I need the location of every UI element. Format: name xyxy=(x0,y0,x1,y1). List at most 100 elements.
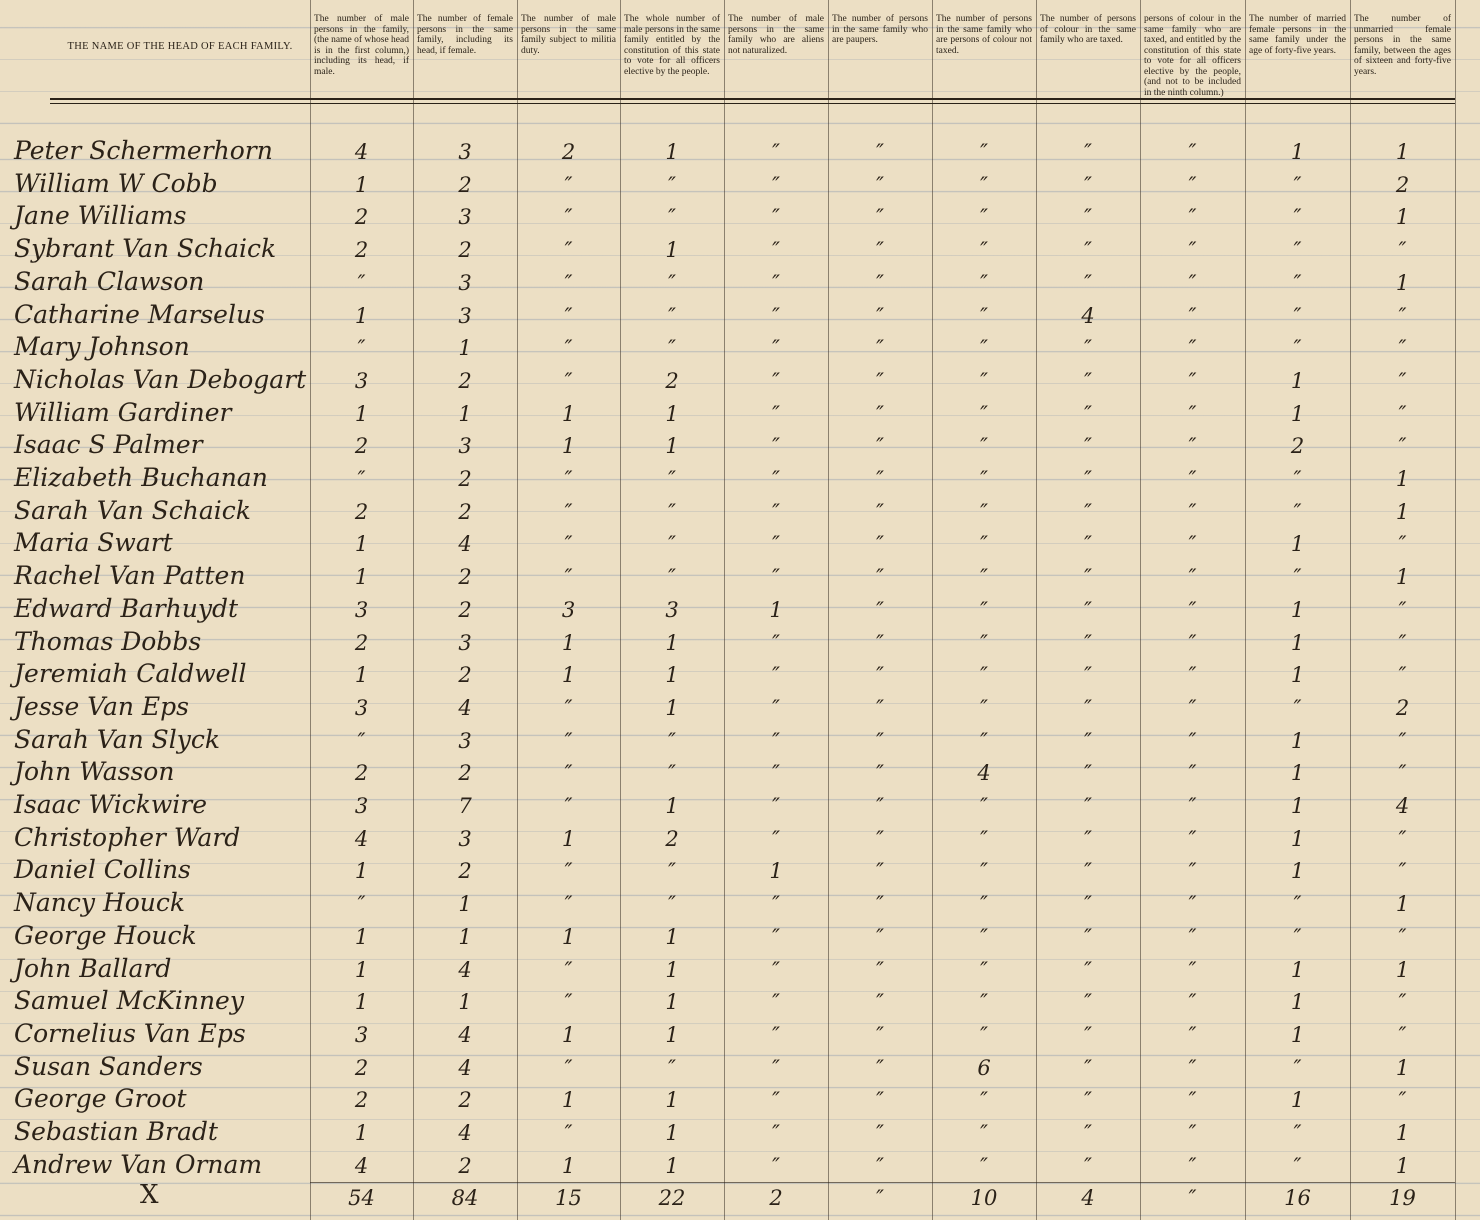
column-rule xyxy=(517,0,518,1220)
count-cell: ″ xyxy=(980,238,988,263)
count-cell: ″ xyxy=(876,303,884,328)
count-cell: 1 xyxy=(665,1121,679,1145)
count-cell: ″ xyxy=(1084,695,1092,720)
column-header: The number of male persons in the same f… xyxy=(521,14,616,56)
column-header: The number of persons in the same family… xyxy=(832,14,928,45)
count-cell: 1 xyxy=(1290,630,1305,655)
count-cell: ″ xyxy=(1293,924,1302,949)
count-cell: ″ xyxy=(876,1055,884,1080)
count-cell: ″ xyxy=(1084,826,1092,851)
column-header: The number of unmarried female persons i… xyxy=(1354,14,1451,77)
count-cell: ″ xyxy=(876,1121,884,1145)
count-cell: ″ xyxy=(1188,794,1197,818)
count-cell: ″ xyxy=(772,826,780,851)
count-cell: ″ xyxy=(876,597,884,622)
count-cell: ″ xyxy=(1084,401,1092,426)
count-cell: 4 xyxy=(977,761,991,786)
count-cell: ″ xyxy=(980,401,988,426)
count-cell: ″ xyxy=(876,434,884,459)
count-cell: ″ xyxy=(564,205,573,230)
count-cell: 3 xyxy=(354,794,369,818)
count-cell: ″ xyxy=(772,303,780,328)
count-cell: 2 xyxy=(458,565,472,590)
count-cell: 1 xyxy=(665,957,679,982)
count-cell: ″ xyxy=(564,172,573,197)
count-cell: ″ xyxy=(1084,172,1092,197)
count-cell: 2 xyxy=(354,205,369,230)
count-cell: 1 xyxy=(1395,205,1410,230)
count-cell: 1 xyxy=(458,924,472,949)
count-cell: ″ xyxy=(668,336,676,361)
count-cell: ″ xyxy=(564,565,573,590)
column-rule xyxy=(1245,0,1246,1220)
count-cell: 3 xyxy=(458,270,472,295)
count-cell: 3 xyxy=(354,1022,369,1047)
count-cell: ″ xyxy=(1188,597,1197,622)
count-cell: ″ xyxy=(1293,270,1302,295)
count-cell: ″ xyxy=(772,663,780,688)
count-cell: 2 xyxy=(354,434,369,459)
family-head-name: John Wasson xyxy=(14,757,175,787)
count-cell: 4 xyxy=(458,1055,472,1080)
count-cell: ″ xyxy=(980,140,988,164)
count-cell: ″ xyxy=(1084,336,1092,361)
family-head-name: Maria Swart xyxy=(14,528,173,558)
count-cell: ″ xyxy=(668,499,676,524)
count-cell: ″ xyxy=(668,532,676,557)
count-cell: 2 xyxy=(354,1088,369,1113)
count-cell: 2 xyxy=(458,597,472,622)
count-cell: ″ xyxy=(772,1088,780,1113)
count-cell: ″ xyxy=(357,892,366,917)
count-cell: ″ xyxy=(772,761,780,786)
count-cell: 1 xyxy=(354,1121,369,1145)
column-header: The number of female persons in the same… xyxy=(417,14,513,56)
count-cell: ″ xyxy=(980,172,988,197)
count-cell: 2 xyxy=(458,1153,472,1178)
family-head-name: Daniel Collins xyxy=(14,855,191,885)
count-cell: ″ xyxy=(1293,336,1302,361)
count-cell: 1 xyxy=(1290,826,1305,851)
count-cell: ″ xyxy=(876,826,884,851)
count-cell: ″ xyxy=(1188,434,1197,459)
count-cell: 1 xyxy=(354,957,369,982)
count-cell: ″ xyxy=(980,532,988,557)
family-head-name: Catharine Marselus xyxy=(14,299,265,329)
count-cell: ″ xyxy=(1188,663,1197,688)
count-cell: ″ xyxy=(357,728,366,753)
count-cell: 1 xyxy=(665,1153,679,1178)
count-cell: ″ xyxy=(876,532,884,557)
count-cell: 1 xyxy=(561,630,576,655)
count-cell: ″ xyxy=(1188,924,1197,949)
count-cell: ″ xyxy=(1084,892,1092,917)
count-cell: ″ xyxy=(1398,434,1407,459)
count-cell: 3 xyxy=(665,597,679,622)
count-cell: 1 xyxy=(354,532,369,557)
count-cell: ″ xyxy=(980,957,988,982)
count-cell: 4 xyxy=(354,140,369,164)
count-cell: ″ xyxy=(668,859,676,884)
total-cell: 22 xyxy=(658,1186,686,1211)
count-cell: ″ xyxy=(772,1022,780,1047)
count-cell: ″ xyxy=(564,859,573,884)
count-cell: ″ xyxy=(772,990,780,1015)
count-cell: ″ xyxy=(772,434,780,459)
count-cell: ″ xyxy=(564,467,573,491)
count-cell: ″ xyxy=(876,238,884,263)
count-cell: 4 xyxy=(354,826,369,851)
count-cell: 1 xyxy=(1290,1022,1305,1047)
total-cell: 16 xyxy=(1284,1186,1311,1211)
count-cell: 1 xyxy=(354,401,369,426)
column-header: The whole number of male persons in the … xyxy=(624,14,720,77)
count-cell: 2 xyxy=(665,368,679,393)
count-cell: ″ xyxy=(980,924,988,949)
count-cell: ″ xyxy=(357,467,366,491)
name-column-header: THE NAME OF THE HEAD OF EACH FAMILY. xyxy=(67,41,293,52)
count-cell: ″ xyxy=(1084,597,1092,622)
count-cell: ″ xyxy=(980,695,988,720)
count-cell: ″ xyxy=(564,336,573,361)
count-cell: ″ xyxy=(1084,270,1092,295)
count-cell: ″ xyxy=(668,270,676,295)
count-cell: ″ xyxy=(772,1121,780,1145)
count-cell: 1 xyxy=(1290,1088,1305,1113)
